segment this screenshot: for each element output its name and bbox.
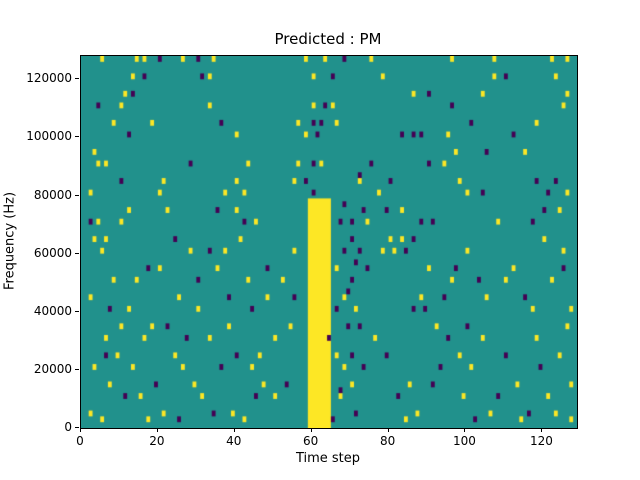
y-axis-label: Frequency (Hz) — [2, 191, 18, 291]
x-tick-mark — [156, 428, 158, 432]
y-tick-mark — [75, 78, 79, 80]
x-tick-mark — [80, 428, 81, 432]
chart-title: Predicted : PM — [274, 30, 382, 48]
x-tick-mark — [387, 428, 389, 432]
x-tick-label: 40 — [226, 434, 242, 448]
y-tick-mark — [75, 310, 79, 312]
y-tick-mark — [75, 427, 79, 428]
heatmap-canvas — [81, 56, 577, 428]
x-tick-label: 20 — [149, 434, 165, 448]
x-tick-mark — [541, 428, 543, 432]
y-tick-mark — [75, 368, 79, 370]
x-axis-label: Time step — [295, 451, 361, 466]
x-tick-label: 0 — [76, 434, 84, 448]
y-tick-label: 80000 — [33, 187, 72, 202]
x-tick-label: 80 — [379, 434, 396, 448]
y-tick-label: 100000 — [26, 129, 72, 144]
y-tick-mark — [75, 252, 79, 254]
y-tick-label: 60000 — [33, 245, 72, 260]
x-tick-label: 120 — [529, 434, 553, 448]
y-tick-label: 40000 — [33, 303, 72, 318]
x-tick-mark — [464, 428, 466, 432]
x-tick-label: 60 — [303, 434, 319, 448]
y-tick-label: 0 — [64, 420, 72, 434]
x-tick-mark — [310, 428, 312, 432]
y-tick-label: 20000 — [33, 361, 72, 376]
y-tick-mark — [75, 194, 79, 196]
x-tick-label: 100 — [453, 434, 476, 448]
x-tick-mark — [233, 428, 235, 432]
y-tick-label: 120000 — [26, 71, 72, 86]
plot-area — [80, 55, 578, 429]
y-tick-mark — [75, 136, 79, 138]
